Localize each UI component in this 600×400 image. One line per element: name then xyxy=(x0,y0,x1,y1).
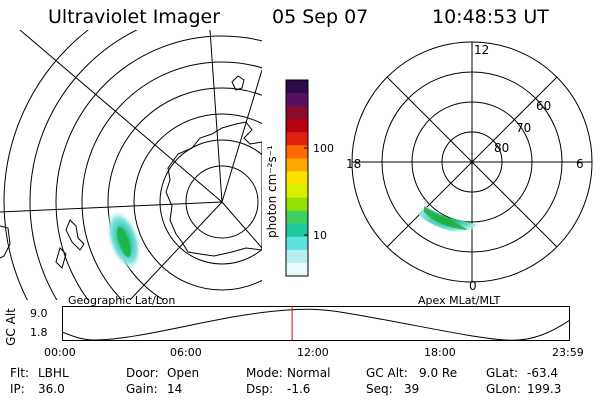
lat-circle xyxy=(133,113,262,291)
colorbar-tick-label-10: 10 xyxy=(313,229,327,242)
dsp-value: -1.6 xyxy=(287,382,311,396)
glat-value: -63.4 xyxy=(527,366,559,380)
glon-label: GLon: xyxy=(486,382,521,396)
aurora-oval-emission xyxy=(412,200,488,235)
altitude-xtick-0000: 00:00 xyxy=(44,346,76,359)
mlat-label-60: 60 xyxy=(536,99,551,113)
mode-label: Mode: xyxy=(246,366,283,380)
colorbar-cell xyxy=(286,171,308,186)
altitude-xtick-0600: 06:00 xyxy=(170,346,202,359)
colorbar-cell xyxy=(286,158,308,172)
geographic-map-panel xyxy=(0,30,262,300)
altitude-xtick-1200: 12:00 xyxy=(297,346,329,359)
meridian xyxy=(221,201,262,249)
lat-circle xyxy=(81,61,262,300)
altitude-xtick-1800: 18:00 xyxy=(424,346,456,359)
colorbar-cell xyxy=(286,197,308,212)
mode-value: Normal xyxy=(287,366,331,380)
meridian xyxy=(221,69,262,203)
colorbar-tick-label-100: 100 xyxy=(313,142,334,155)
meridian xyxy=(19,30,223,203)
altitude-ylabel: GC Alt xyxy=(3,308,18,346)
altitude-ytick-9: 9.0 xyxy=(30,307,48,320)
lat-circle xyxy=(55,35,262,300)
filter-value: LBHL xyxy=(38,366,69,380)
lat-circle xyxy=(29,30,138,300)
altitude-plot-frame xyxy=(62,306,570,341)
door-label: Door: xyxy=(126,366,159,380)
colorbar-cell xyxy=(286,236,308,251)
meridian xyxy=(129,201,223,300)
new-zealand-outline xyxy=(65,219,85,251)
gcalt-value: 9.0 Re xyxy=(419,366,458,380)
mlt-label-0: 0 xyxy=(469,279,477,293)
meridian xyxy=(209,30,223,203)
altitude-curve xyxy=(62,308,570,341)
geographic-caption: Geographic Lat/Lon xyxy=(68,294,176,307)
australia-fragment xyxy=(0,225,11,259)
filter-label: Flt: xyxy=(10,366,29,380)
colorbar-cell xyxy=(286,80,308,94)
time-label: 10:48:53 UT xyxy=(432,6,549,28)
colorbar-cell xyxy=(286,249,308,264)
colorbar-cell xyxy=(286,106,308,120)
door-value: Open xyxy=(167,366,200,380)
aurora-core xyxy=(117,226,131,258)
altitude-ytick-1-8: 1.8 xyxy=(30,326,48,339)
altitude-xtick-2359: 23:59 xyxy=(552,346,584,359)
glon-value: 199.3 xyxy=(527,382,562,396)
colorbar-cell xyxy=(286,132,308,146)
colorbar-cell xyxy=(286,184,308,199)
ip-label: IP: xyxy=(10,382,25,396)
aurora-oval-core xyxy=(424,206,468,230)
antarctica-coastline xyxy=(165,121,262,257)
colorbar-cell xyxy=(286,145,308,159)
polar-diagonal xyxy=(386,76,558,248)
gain-label: Gain: xyxy=(126,382,158,396)
colorbar-cell xyxy=(286,119,308,133)
dsp-label: Dsp: xyxy=(246,382,274,396)
mlt-label-6: 6 xyxy=(576,157,584,171)
lat-circle xyxy=(3,30,89,300)
apex-caption: Apex MLat/MLT xyxy=(418,294,501,307)
colorbar-unit-label: photon cm⁻²s⁻¹ xyxy=(265,145,279,238)
colorbar: 100 10 photon cm⁻²s⁻¹ xyxy=(265,79,334,277)
apex-polar-panel: 12 0 18 6 60 70 80 xyxy=(346,41,593,293)
colorbar-cell xyxy=(286,262,308,277)
ip-value: 36.0 xyxy=(38,382,65,396)
seq-label: Seq: xyxy=(366,382,393,396)
mlat-label-80: 80 xyxy=(494,141,509,155)
instrument-title: Ultraviolet Imager xyxy=(48,6,221,28)
mlt-label-12: 12 xyxy=(474,43,489,57)
coastline-detail xyxy=(231,75,245,91)
colorbar-cell xyxy=(286,93,308,107)
glat-label: GLat: xyxy=(486,366,519,380)
seq-value: 39 xyxy=(404,382,420,396)
colorbar-cell xyxy=(286,210,308,225)
meridian xyxy=(0,201,223,213)
date-label: 05 Sep 07 xyxy=(272,6,369,28)
mlt-label-18: 18 xyxy=(346,157,361,171)
gcalt-label: GC Alt: xyxy=(366,366,408,380)
lat-circle xyxy=(159,139,262,265)
colorbar-frame xyxy=(285,79,309,277)
altitude-plot xyxy=(62,306,570,341)
colorbar-scale xyxy=(286,80,308,277)
mlat-label-70: 70 xyxy=(516,121,531,135)
colorbar-cell xyxy=(286,223,308,238)
lat-circle xyxy=(107,87,262,300)
gain-value: 14 xyxy=(167,382,183,396)
lat-circle xyxy=(185,165,259,239)
new-zealand-outline xyxy=(55,247,67,269)
